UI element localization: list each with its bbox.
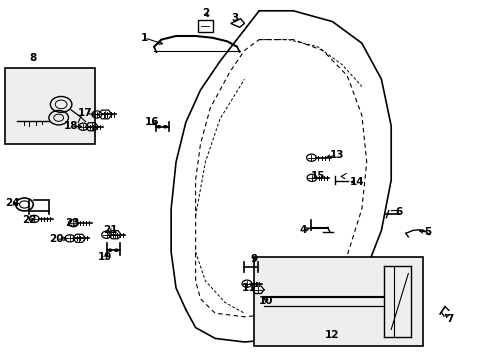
Text: 20: 20 xyxy=(49,234,63,244)
Text: 8: 8 xyxy=(30,53,37,63)
Text: 23: 23 xyxy=(65,218,80,228)
Text: 3: 3 xyxy=(231,13,238,23)
Text: 11: 11 xyxy=(242,283,256,293)
Text: 14: 14 xyxy=(349,177,364,187)
Text: 19: 19 xyxy=(98,252,112,262)
Text: 21: 21 xyxy=(102,225,117,235)
Text: 10: 10 xyxy=(259,296,273,306)
Text: 4: 4 xyxy=(299,225,306,235)
Circle shape xyxy=(156,125,161,129)
Bar xyxy=(5,68,95,144)
Text: 2: 2 xyxy=(202,8,208,18)
Circle shape xyxy=(107,248,112,252)
Text: 15: 15 xyxy=(310,171,325,181)
Circle shape xyxy=(163,125,167,129)
Text: 22: 22 xyxy=(22,215,37,225)
Text: 12: 12 xyxy=(325,330,339,340)
Text: 9: 9 xyxy=(250,254,257,264)
Text: 16: 16 xyxy=(144,117,159,127)
Text: 6: 6 xyxy=(394,207,401,217)
Text: 24: 24 xyxy=(5,198,20,208)
Text: 18: 18 xyxy=(63,121,78,131)
Text: 17: 17 xyxy=(78,108,93,118)
Text: 1: 1 xyxy=(141,33,147,43)
Text: 13: 13 xyxy=(329,150,344,160)
Bar xyxy=(254,257,422,346)
Text: 7: 7 xyxy=(445,314,453,324)
Text: 5: 5 xyxy=(424,227,430,237)
Circle shape xyxy=(114,248,119,252)
